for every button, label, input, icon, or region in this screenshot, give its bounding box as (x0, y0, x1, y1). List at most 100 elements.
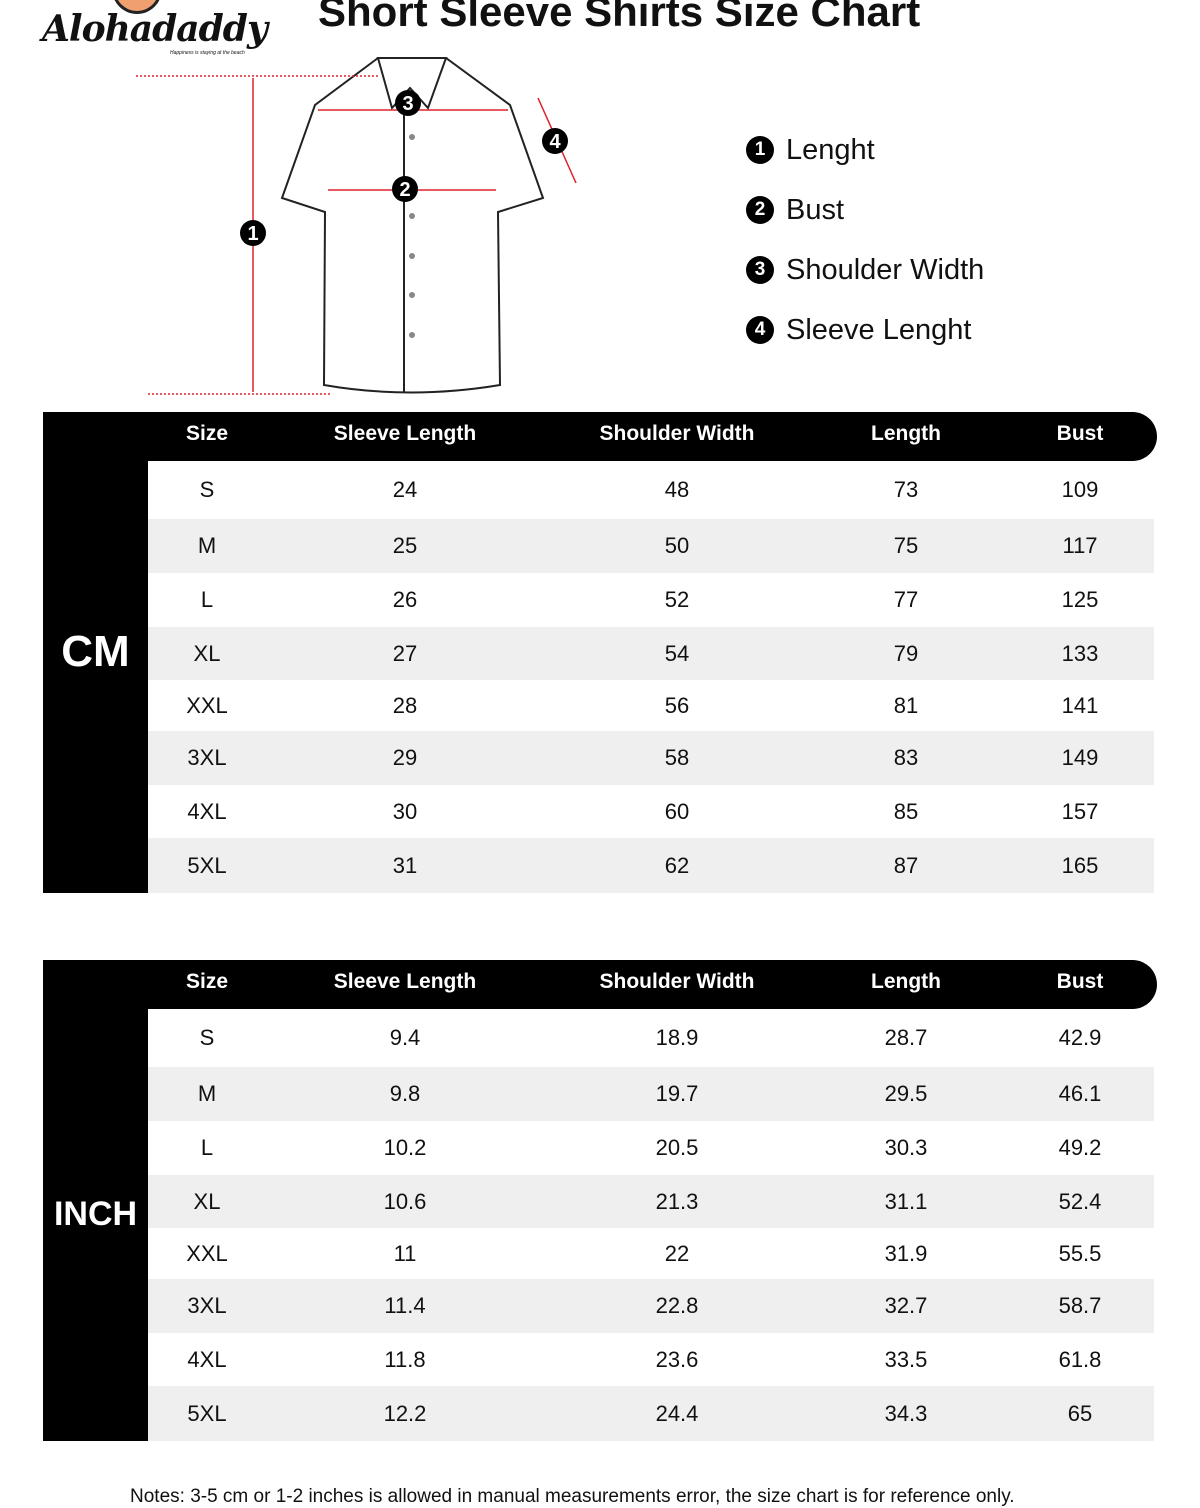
table-cell: L (200, 1135, 214, 1160)
table-row: 4XL 11.8 23.6 33.5 61.8 (148, 1333, 1154, 1386)
table-cell: 58 (664, 745, 690, 770)
table-cell: 55.5 (1058, 1241, 1102, 1266)
column-header: Length (871, 970, 941, 993)
column-header: Length (871, 422, 941, 445)
table-cell: 25 (392, 533, 418, 558)
table-cell: 22.8 (655, 1293, 699, 1318)
table-cell: 24.4 (655, 1401, 699, 1426)
notes: Notes: 3-5 cm or 1-2 inches is allowed i… (130, 1486, 1015, 1507)
table-cell: 18.9 (655, 1025, 699, 1050)
table-cell: 19.7 (655, 1081, 699, 1106)
table-cell: 61.8 (1058, 1347, 1102, 1372)
table-cell: XXL (186, 1241, 228, 1266)
column-header: Sleeve Length (333, 970, 477, 993)
table-cell: 9.8 (389, 1081, 421, 1106)
number-badge: 3 (746, 256, 774, 284)
table-cell: XL (193, 641, 221, 666)
table-cell: XL (193, 1189, 221, 1214)
legend-label: Shoulder Width (786, 253, 985, 286)
table-cell: 3XL (187, 745, 227, 770)
table-cell: 50 (664, 533, 690, 558)
table-cell: 21.3 (655, 1189, 699, 1214)
table-cell: 26 (392, 587, 418, 612)
table-cell: 81 (893, 693, 919, 718)
table-cell: 133 (1061, 641, 1099, 666)
brand-logo: Alohadaddy Happiness is staying at the b… (42, 0, 268, 64)
table-cell: 42.9 (1058, 1025, 1102, 1050)
table-cell: 117 (1062, 533, 1098, 558)
table-cell: 141 (1061, 693, 1099, 718)
table-cell: 46.1 (1058, 1081, 1102, 1106)
column-header: Sleeve Length (333, 422, 477, 445)
column-header: Shoulder Width (599, 422, 755, 445)
table-row: XXL 11 22 31.9 55.5 (148, 1228, 1154, 1279)
table-cell: 60 (664, 799, 690, 824)
table-cell: 5XL (187, 853, 227, 878)
table-row: S 9.4 18.9 28.7 42.9 (148, 1009, 1154, 1067)
unit-label: CM (61, 627, 130, 676)
table-cell: M (197, 1081, 217, 1106)
table-cell: 31 (392, 853, 418, 878)
table-cell: 22 (664, 1241, 690, 1266)
table-row: 3XL 29 58 83 149 (148, 731, 1154, 785)
table-row: S 24 48 73 109 (148, 461, 1154, 519)
table-cell: 4XL (187, 799, 227, 824)
table-cell: L (200, 587, 214, 612)
table-cell: 33.5 (884, 1347, 928, 1372)
table-cell: 109 (1061, 477, 1099, 502)
table-cell: 11.4 (384, 1293, 426, 1318)
table-cell: S (199, 1025, 215, 1050)
table-row: M 9.8 19.7 29.5 46.1 (148, 1067, 1154, 1121)
table-row: 4XL 30 60 85 157 (148, 785, 1154, 838)
table-cell: 12.2 (383, 1401, 427, 1426)
table-cell: 29.5 (884, 1081, 928, 1106)
table-cell: S (199, 477, 215, 502)
svg-text:4: 4 (549, 131, 561, 153)
table-cell: 31.9 (884, 1241, 928, 1266)
table-row: M 25 50 75 117 (148, 519, 1154, 573)
table-cell: 10.2 (383, 1135, 427, 1160)
table-row: L 10.2 20.5 30.3 49.2 (148, 1121, 1154, 1175)
number-badge: 2 (746, 196, 774, 224)
number-badge: 4 (746, 316, 774, 344)
table-cell: 56 (664, 693, 690, 718)
table-cell: 52 (664, 587, 690, 612)
page-title: Short Sleeve Shirts Size Chart (318, 0, 921, 35)
table-cell: 48 (664, 477, 690, 502)
column-header: Size (185, 422, 229, 445)
table-cell: 10.6 (383, 1189, 427, 1214)
shirt-diagram: 1 2 3 4 (136, 57, 577, 395)
brand-tagline: Happiness is staying at the beach (170, 50, 245, 56)
legend-label: Bust (786, 193, 845, 226)
svg-text:1: 1 (247, 223, 258, 245)
table-cell: 3XL (187, 1293, 227, 1318)
table-cell: 54 (664, 641, 690, 666)
table-cell: 73 (893, 477, 919, 502)
table-cell: 77 (893, 587, 919, 612)
svg-text:2: 2 (399, 179, 410, 201)
legend-item-length: 1 Lenght (746, 134, 984, 166)
table-row: XL 27 54 79 133 (148, 627, 1154, 680)
table-cell: 9.4 (389, 1025, 421, 1050)
table-row: 3XL 11.4 22.8 32.7 58.7 (148, 1279, 1154, 1333)
table-cell: M (197, 533, 217, 558)
measurement-legend: 1 Lenght 2 Bust 3 Shoulder Width 4 Sleeve Le… (746, 134, 985, 375)
legend-item-sleeve: 4 Sleeve Lenght (746, 314, 984, 346)
table-cell: 125 (1061, 587, 1099, 612)
table-cell: 11 (393, 1241, 417, 1266)
column-header: Shoulder Width (599, 970, 755, 993)
unit-label: INCH (53, 1195, 138, 1233)
inch-size-table: INCH Size Sleeve Length Shoulder Width Lengt… (43, 960, 1157, 1441)
table-cell: 32.7 (884, 1293, 928, 1318)
table-cell: 31.1 (884, 1189, 928, 1214)
table-cell: 49.2 (1058, 1135, 1102, 1160)
table-cell: 65 (1067, 1401, 1093, 1426)
table-cell: 29 (392, 745, 418, 770)
table-cell: 52.4 (1058, 1189, 1102, 1214)
table-cell: 165 (1061, 853, 1099, 878)
table-cell: 30.3 (884, 1135, 928, 1160)
table-cell: 23.6 (655, 1347, 699, 1372)
legend-item-shoulder: 3 Shoulder Width (746, 253, 985, 286)
column-header: Bust (1056, 970, 1104, 993)
table-cell: 79 (893, 641, 919, 666)
